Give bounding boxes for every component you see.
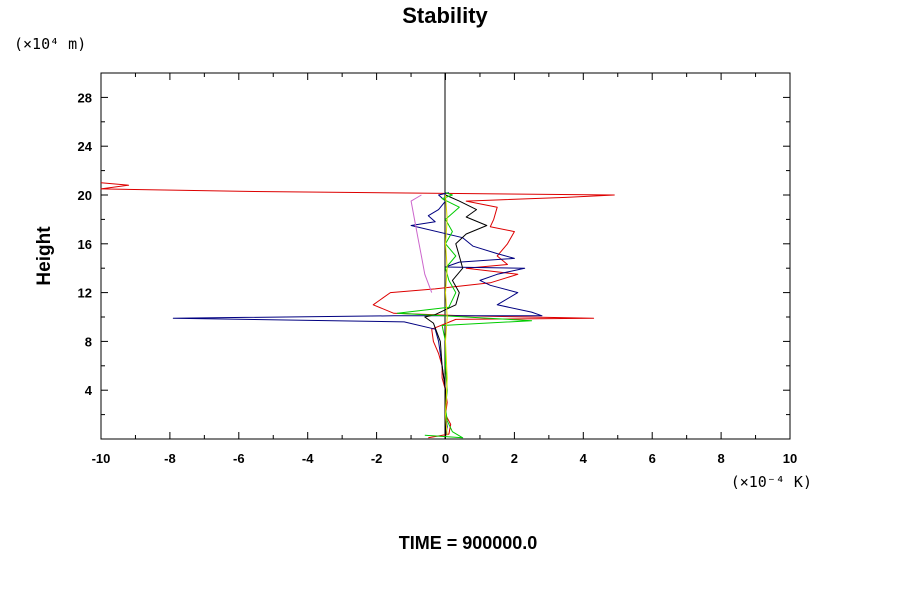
series-line-6 <box>410 194 433 293</box>
series-line-3 <box>424 194 488 437</box>
x-tick-label: -6 <box>233 451 245 466</box>
y-tick-label: 24 <box>78 139 93 154</box>
x-tick-label: 6 <box>649 451 656 466</box>
series-group <box>100 182 615 439</box>
series-line-4 <box>396 192 533 439</box>
series-line-5 <box>445 194 448 436</box>
x-unit-label: (×10⁻⁴ K) <box>731 473 812 491</box>
x-tick-label: 2 <box>511 451 518 466</box>
y-unit-label: (×10⁴ m) <box>14 35 86 53</box>
x-tick-label: -4 <box>302 451 314 466</box>
y-tick-label: 20 <box>78 188 92 203</box>
y-tick-label: 8 <box>85 334 92 349</box>
y-tick-labels: 4 8 12 16 20 24 28 <box>78 90 93 398</box>
y-tick-label: 28 <box>78 90 92 105</box>
series-line-1 <box>100 182 615 439</box>
x-tick-label: 10 <box>783 451 797 466</box>
y-axis-label: Height <box>34 226 55 286</box>
y-tick-label: 12 <box>78 286 92 301</box>
x-tick-label: 0 <box>442 451 449 466</box>
x-tick-labels: -10 -8 -6 -4 -2 0 2 4 6 8 10 <box>92 451 798 466</box>
x-tick-label: 4 <box>580 451 588 466</box>
series-line-2 <box>172 192 543 437</box>
time-label: TIME = 900000.0 <box>399 533 538 553</box>
x-tick-label: -8 <box>164 451 176 466</box>
y-tick-label: 16 <box>78 237 92 252</box>
y-tick-label: 4 <box>85 383 93 398</box>
x-tick-label: -10 <box>92 451 111 466</box>
x-tick-label: -2 <box>371 451 383 466</box>
x-tick-label: 8 <box>717 451 724 466</box>
chart-title: Stability <box>402 3 488 28</box>
